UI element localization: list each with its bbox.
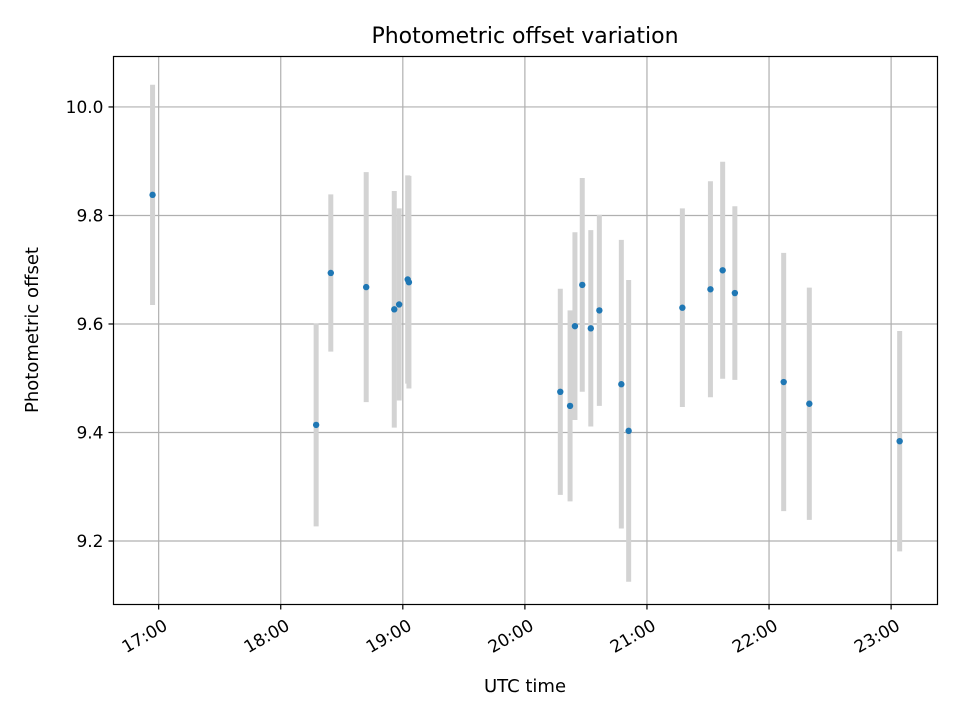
data-point <box>362 283 370 291</box>
data-point <box>405 279 413 286</box>
grid <box>113 56 938 605</box>
data-point <box>679 304 686 311</box>
y-tick-label: 9.8 <box>76 206 103 226</box>
data-point <box>707 286 714 293</box>
plot-frame <box>112 55 939 606</box>
data-points <box>149 191 903 445</box>
y-tick-label: 9.6 <box>76 315 103 335</box>
y-tick-label: 10.0 <box>66 98 104 118</box>
y-tick-label: 9.4 <box>76 424 103 444</box>
data-point <box>780 378 787 386</box>
data-point <box>149 191 156 199</box>
data-point <box>806 400 813 407</box>
data-point <box>327 269 334 277</box>
data-point <box>312 421 320 429</box>
chart-title: Photometric offset variation <box>371 24 678 49</box>
data-point <box>731 289 739 297</box>
data-point <box>596 307 603 314</box>
y-tick-label: 9.2 <box>76 532 103 552</box>
data-point <box>395 301 403 308</box>
data-point <box>391 306 398 313</box>
data-point <box>557 388 564 396</box>
data-point <box>566 402 574 410</box>
data-point <box>618 381 625 388</box>
x-axis-label: UTC time <box>484 676 566 697</box>
data-point <box>587 325 595 332</box>
data-point <box>719 267 726 274</box>
data-point <box>625 427 632 435</box>
data-point <box>579 281 586 289</box>
data-point <box>896 437 903 445</box>
y-axis-label: Photometric offset <box>22 247 43 413</box>
data-point <box>571 322 579 330</box>
